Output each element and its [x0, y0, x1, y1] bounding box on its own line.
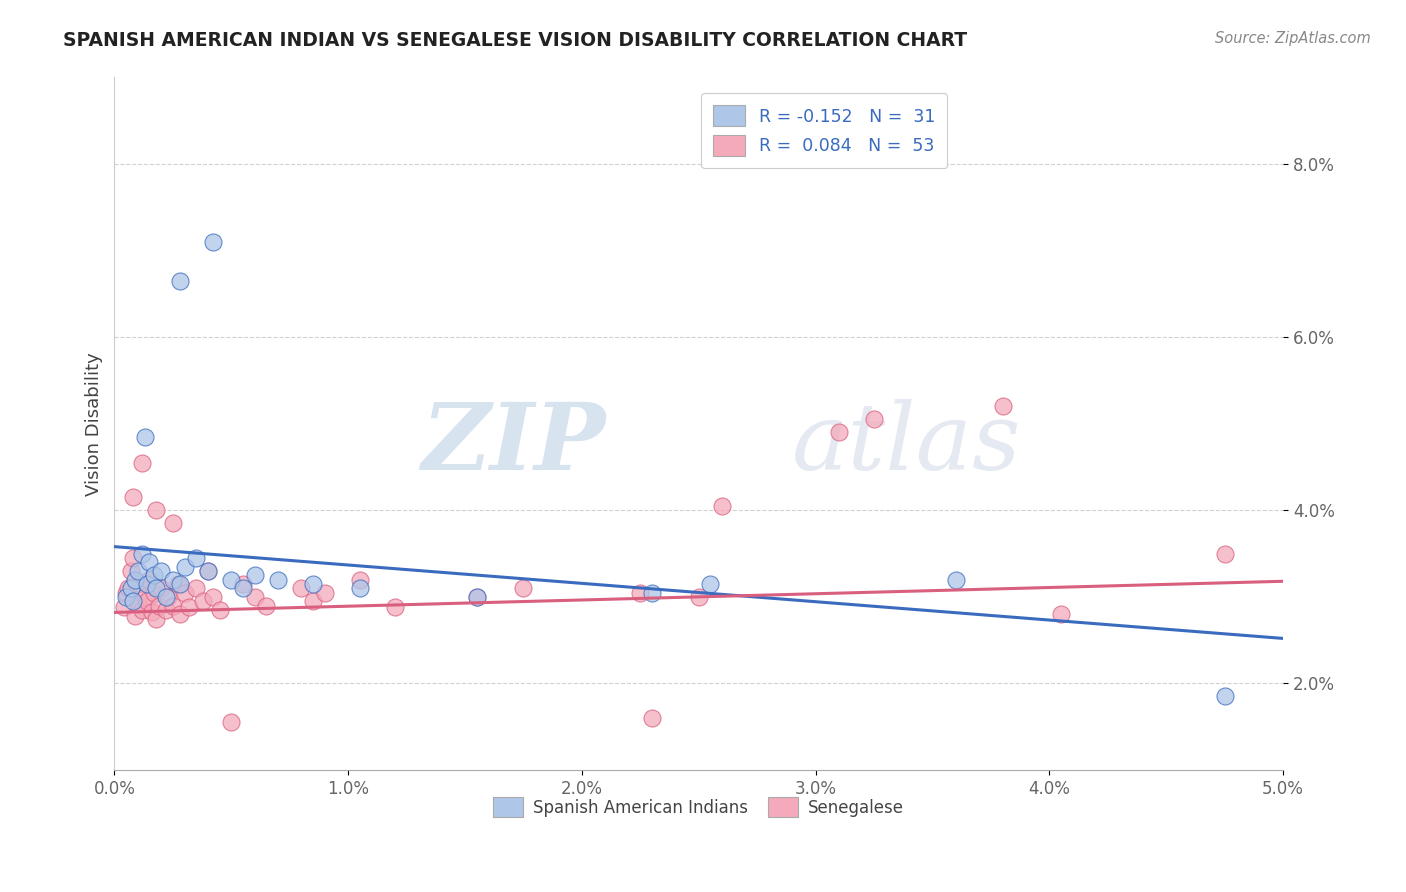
Point [141, 606, 163, 620]
Point [145, 503, 167, 517]
Point [122, 491, 145, 505]
Point [267, 573, 290, 587]
Point [243, 568, 266, 582]
Point [512, 581, 534, 595]
Point [157, 590, 180, 604]
Point [208, 603, 231, 617]
Point [120, 581, 142, 595]
Point [169, 607, 191, 622]
Point [1213, 547, 1236, 561]
Point [173, 559, 195, 574]
Point [143, 568, 166, 582]
Point [641, 585, 664, 599]
Y-axis label: Vision Disability: Vision Disability [86, 351, 103, 496]
Point [143, 585, 166, 599]
Point [219, 573, 242, 587]
Point [155, 590, 177, 604]
Point [711, 499, 734, 513]
Point [169, 577, 191, 591]
Point [124, 573, 146, 587]
Text: atlas: atlas [792, 400, 1022, 490]
Point [863, 412, 886, 426]
Point [124, 608, 146, 623]
Point [129, 577, 152, 591]
Point [179, 600, 201, 615]
Point [688, 590, 710, 604]
Point [138, 573, 160, 587]
Point [232, 581, 254, 595]
Point [254, 599, 277, 613]
Point [134, 590, 156, 604]
Point [290, 581, 312, 595]
Point [145, 611, 167, 625]
Point [112, 600, 135, 615]
Point [186, 550, 208, 565]
Point [120, 564, 142, 578]
Point [115, 585, 138, 599]
Point [302, 577, 325, 591]
Point [465, 590, 488, 604]
Point [173, 585, 195, 599]
Point [384, 600, 406, 615]
Point [166, 577, 188, 591]
Point [148, 599, 170, 613]
Point [699, 577, 721, 591]
Point [628, 585, 651, 599]
Point [136, 594, 159, 608]
Point [243, 590, 266, 604]
Point [150, 564, 173, 578]
Point [197, 564, 219, 578]
Point [162, 573, 184, 587]
Point [127, 597, 149, 611]
Point [349, 573, 371, 587]
Point [641, 711, 664, 725]
Text: Source: ZipAtlas.com: Source: ZipAtlas.com [1215, 31, 1371, 46]
Point [150, 581, 173, 595]
Point [1213, 690, 1236, 704]
Point [122, 550, 145, 565]
Point [186, 581, 208, 595]
Point [349, 581, 371, 595]
Point [193, 594, 215, 608]
Point [131, 603, 153, 617]
Point [314, 585, 336, 599]
Point [162, 516, 184, 531]
Text: SPANISH AMERICAN INDIAN VS SENEGALESE VISION DISABILITY CORRELATION CHART: SPANISH AMERICAN INDIAN VS SENEGALESE VI… [63, 31, 967, 50]
Point [465, 590, 488, 604]
Point [169, 274, 191, 288]
Point [115, 590, 138, 604]
Point [162, 599, 184, 613]
Point [131, 456, 153, 470]
Point [134, 430, 156, 444]
Point [138, 555, 160, 569]
Legend: Spanish American Indians, Senegalese: Spanish American Indians, Senegalese [486, 790, 911, 824]
Point [991, 400, 1014, 414]
Point [131, 547, 153, 561]
Point [945, 573, 967, 587]
Point [155, 603, 177, 617]
Point [828, 425, 851, 440]
Point [136, 577, 159, 591]
Point [117, 581, 139, 595]
Point [302, 594, 325, 608]
Point [197, 564, 219, 578]
Point [145, 581, 167, 595]
Point [1050, 607, 1073, 622]
Point [127, 564, 149, 578]
Point [219, 715, 242, 730]
Point [201, 235, 224, 249]
Point [232, 577, 254, 591]
Point [122, 594, 145, 608]
Text: ZIP: ZIP [420, 400, 605, 490]
Point [201, 590, 224, 604]
